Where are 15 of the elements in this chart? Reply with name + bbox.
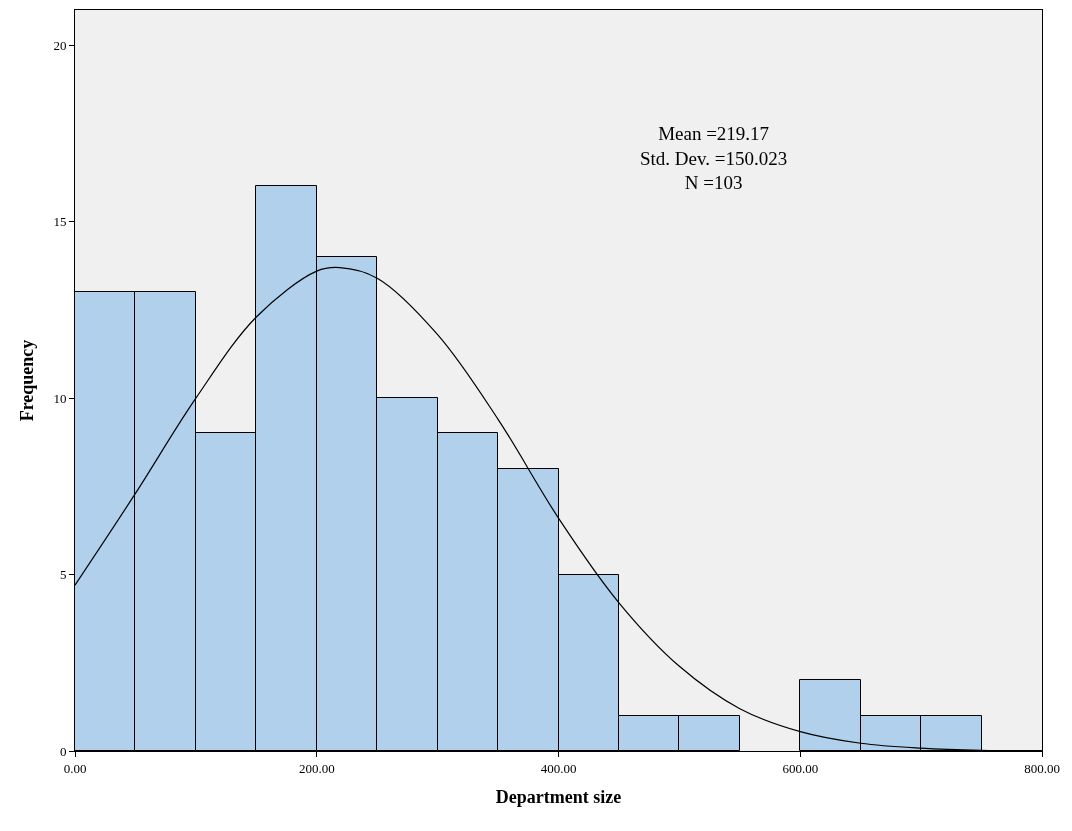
x-tick-label: 400.00 <box>540 760 577 776</box>
annotation: N =103 <box>684 172 743 194</box>
x-axis-title: Department size <box>495 786 622 807</box>
annotation: Std. Dev. =150.023 <box>640 147 788 169</box>
x-tick-label: 600.00 <box>782 760 819 776</box>
y-tick-label: 15 <box>53 214 67 230</box>
y-tick-label: 20 <box>53 37 67 53</box>
annotation: Mean =219.17 <box>658 123 770 144</box>
y-tick-label: 10 <box>53 390 67 406</box>
y-tick-label: 0 <box>59 743 67 759</box>
y-axis-title: Frequency <box>16 339 37 422</box>
x-tick-label: 200.00 <box>298 760 335 776</box>
x-tick-label: 0.00 <box>63 760 87 776</box>
y-tick-label: 5 <box>59 567 67 583</box>
x-tick-label: 800.00 <box>1024 760 1060 776</box>
